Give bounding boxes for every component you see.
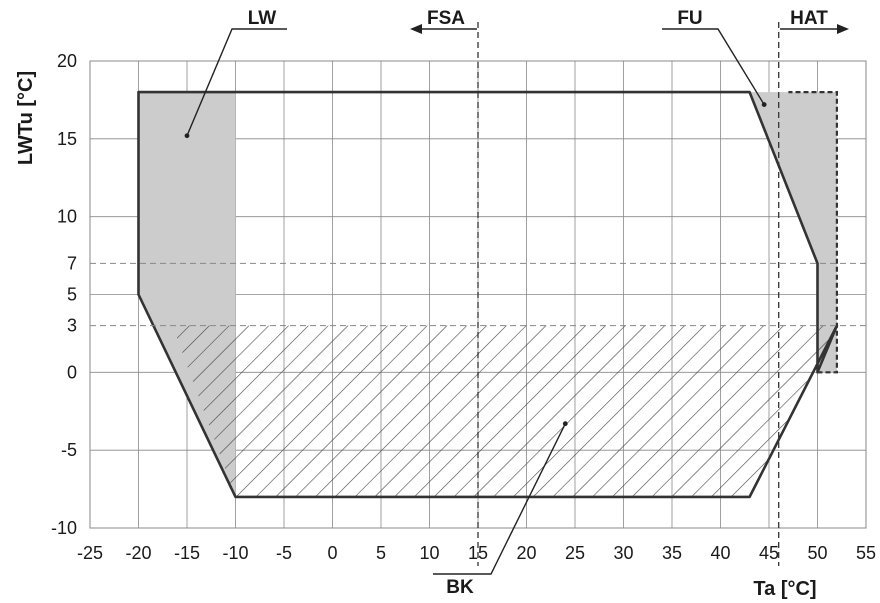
- x-tick-label: 55: [856, 543, 876, 563]
- y-tick-label: 3: [67, 316, 77, 336]
- callout-hat-label: HAT: [790, 8, 828, 29]
- x-tick-label: 40: [710, 543, 730, 563]
- callout-lw-dot: [184, 133, 190, 139]
- y-tick-label: 7: [67, 253, 77, 273]
- x-tick-label: 20: [516, 543, 536, 563]
- x-tick-label: -15: [174, 543, 200, 563]
- x-tick-label: 30: [613, 543, 633, 563]
- callout-bk-leader: [433, 423, 566, 575]
- y-tick-label: 0: [67, 362, 77, 382]
- callout-hat-arrow-head: [837, 24, 849, 34]
- x-tick-label: 0: [327, 543, 337, 563]
- callout-bk-dot: [562, 421, 568, 427]
- y-axis-label: LWTu [°C]: [15, 71, 37, 165]
- x-tick-label: -10: [222, 543, 248, 563]
- callout-lw-label: LW: [248, 8, 277, 29]
- regions: [138, 92, 837, 497]
- callout-fsa-label: FSA: [427, 8, 465, 29]
- x-tick-label: 10: [419, 543, 439, 563]
- x-axis-label: Ta [°C]: [753, 578, 816, 600]
- callout-fu-label: FU: [677, 8, 702, 29]
- x-tick-label: -5: [276, 543, 292, 563]
- callout-fsa-arrow-head: [410, 24, 422, 34]
- x-tick-label: 15: [468, 543, 488, 563]
- callout-fu-dot: [761, 102, 767, 107]
- x-tick-label: 25: [565, 543, 585, 563]
- reference-lines: [90, 22, 866, 566]
- y-tick-label: -10: [51, 518, 77, 538]
- y-tick-label: 20: [57, 51, 77, 71]
- extension-outline: [788, 90, 839, 374]
- y-tick-label: -5: [61, 440, 77, 460]
- y-tick-label: 5: [67, 285, 77, 305]
- y-tick-label: 15: [57, 129, 77, 149]
- callout-fu-leader: [662, 28, 765, 105]
- x-tick-label: 5: [376, 543, 386, 563]
- x-tick-label: 45: [759, 543, 779, 563]
- x-tick-label: 35: [662, 543, 682, 563]
- x-tick-label: -20: [125, 543, 151, 563]
- callout-bk-label: BK: [446, 577, 474, 598]
- tick-labels: -25 -20 -15 -10 -5 0 5 10 15 20 25 30 35 40 45 50 55-10-…: [51, 51, 876, 563]
- envelope-outline: [137, 90, 839, 499]
- x-tick-label: 50: [807, 543, 827, 563]
- x-tick-label: -25: [77, 543, 103, 563]
- region-bk: [172, 325, 837, 497]
- callouts: LW FSA FU HAT BK: [184, 8, 849, 598]
- region-fu: [749, 92, 837, 373]
- callout-lw-leader: [186, 28, 287, 136]
- y-tick-label: 10: [57, 207, 77, 227]
